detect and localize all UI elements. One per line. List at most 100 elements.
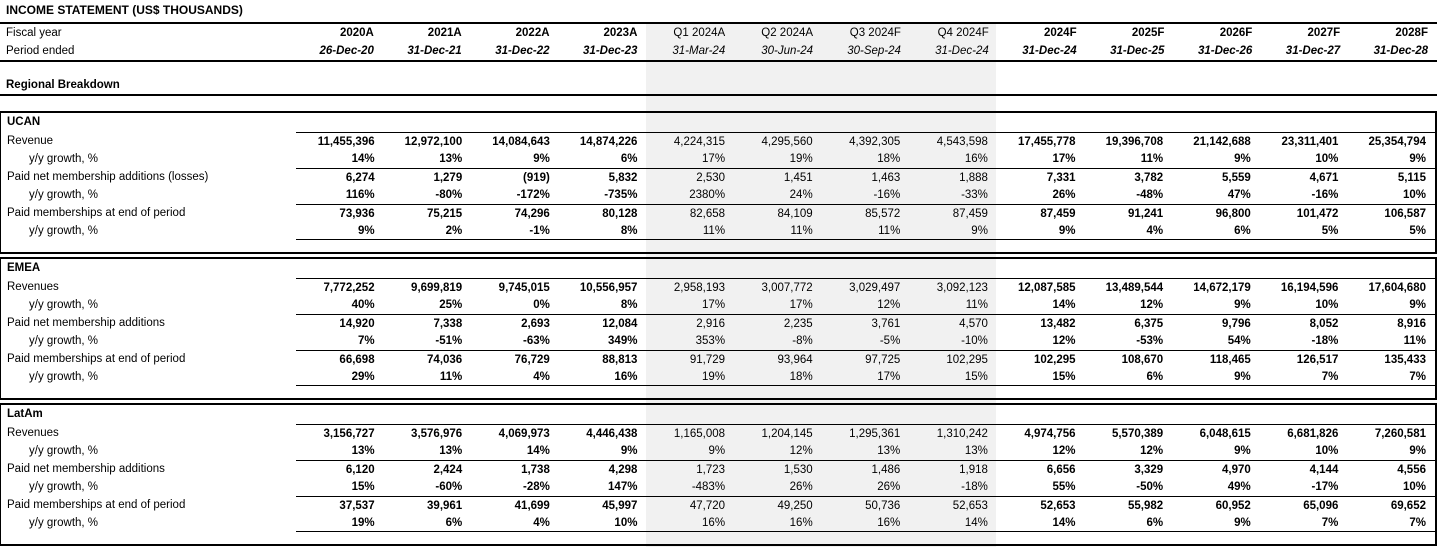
data-cell: 17,455,778: [996, 132, 1085, 150]
data-cell: 5,570,389: [1084, 424, 1173, 442]
data-cell: 9%: [1409, 153, 1426, 165]
spacer: [0, 96, 1437, 111]
data-cell: 49,250: [734, 496, 822, 514]
period-header-5: 30-Jun-24: [761, 45, 814, 57]
data-cell: 11,455,396: [296, 132, 384, 150]
data-cell: 12,972,100: [383, 132, 472, 150]
data-cell: 3,029,497: [821, 278, 910, 296]
data-cell: 1,888: [909, 168, 997, 186]
data-cell: 2,424: [383, 460, 472, 478]
data-cell: 6,274: [296, 168, 384, 186]
data-cell: -80%: [435, 189, 463, 201]
column-header-10: 2026F: [1219, 27, 1253, 39]
data-cell: 8,916: [1347, 314, 1435, 332]
data-cell: 11%: [383, 368, 472, 386]
table-row: Paid net membership additions (losses) 6,…: [1, 168, 1435, 186]
data-cell: 102,295: [996, 350, 1085, 368]
table-row: Revenues 7,772,252 9,699,819 9,745,015 10,55…: [1, 278, 1435, 296]
data-cell: 9%: [533, 153, 550, 165]
data-cell: 147%: [608, 481, 638, 493]
data-cell: 9%: [296, 222, 384, 240]
data-cell: 12,087,585: [996, 278, 1085, 296]
data-cell: 3,576,976: [383, 424, 472, 442]
table-row: y/y growth, % 9% 2% -1% 8% 11% 11% 11% 9% 9% 4% 6% 5…: [1, 222, 1435, 240]
data-cell: 19,396,708: [1084, 132, 1173, 150]
data-cell: 5,832: [558, 168, 647, 186]
row-label: Revenue: [7, 135, 54, 147]
column-header-4: Q1 2024A: [673, 27, 726, 39]
data-cell: 1,310,242: [909, 424, 997, 442]
data-cell: -735%: [604, 189, 638, 201]
data-cell: 14,874,226: [558, 132, 647, 150]
period-ended-row: Period ended 26-Dec-20 31-Dec-21 31-Dec-22…: [0, 42, 1437, 60]
period-header-12: 31-Dec-28: [1373, 45, 1428, 57]
data-cell: 73,936: [296, 204, 384, 222]
data-cell: -18%: [1311, 335, 1339, 347]
data-cell: 9%: [1409, 445, 1426, 457]
data-cell: -5%: [879, 335, 901, 347]
data-cell: 25%: [439, 299, 463, 311]
data-cell: -28%: [522, 481, 550, 493]
data-cell: 3,761: [821, 314, 910, 332]
data-cell: 11%: [1140, 153, 1164, 165]
data-cell: 18%: [734, 368, 822, 386]
table-row: Revenue 11,455,396 12,972,100 14,084,643 14,…: [1, 132, 1435, 150]
data-cell: 9%: [909, 222, 997, 240]
column-header-6: Q3 2024F: [849, 27, 901, 39]
row-label: y/y growth, %: [29, 189, 99, 201]
data-cell: 12%: [1052, 335, 1076, 347]
data-cell: 4%: [471, 514, 559, 532]
data-cell: 8%: [620, 299, 638, 311]
data-cell: 6%: [1172, 222, 1260, 240]
data-cell: 9,745,015: [471, 278, 559, 296]
period-header-10: 31-Dec-26: [1197, 45, 1253, 57]
data-cell: 1,738: [471, 460, 559, 478]
row-label: y/y growth, %: [29, 517, 99, 529]
data-cell: 15%: [909, 368, 997, 386]
row-label: Revenues: [7, 427, 59, 439]
data-cell: 16,194,596: [1259, 278, 1348, 296]
data-cell: (919): [471, 168, 559, 186]
data-cell: 26%: [877, 481, 901, 493]
data-cell: 17%: [1052, 153, 1076, 165]
data-cell: 13%: [351, 445, 375, 457]
row-label: y/y growth, %: [29, 371, 99, 383]
data-cell: 45,997: [558, 496, 647, 514]
data-cell: 118,465: [1172, 350, 1260, 368]
data-cell: 37,537: [296, 496, 384, 514]
data-cell: 7,772,252: [296, 278, 384, 296]
sheet-title: INCOME STATEMENT (US$ THOUSANDS): [0, 0, 1437, 24]
spacer: [0, 62, 1437, 78]
data-cell: 7,260,581: [1347, 424, 1435, 442]
row-label: Paid memberships at end of period: [7, 207, 186, 219]
data-cell: 3,007,772: [734, 278, 822, 296]
blank-row: [1, 386, 1435, 398]
data-cell: 17%: [821, 368, 910, 386]
row-label: y/y growth, %: [29, 445, 99, 457]
data-cell: 16%: [821, 514, 910, 532]
row-label: Revenues: [7, 281, 59, 293]
data-cell: 126,517: [1259, 350, 1348, 368]
period-header-4: 31-Mar-24: [672, 45, 726, 57]
data-cell: 15%: [996, 368, 1085, 386]
table-row: y/y growth, % 14% 13% 9% 6% 17% 19% 18% 16% 17% 11…: [1, 150, 1435, 168]
data-cell: 39,961: [383, 496, 472, 514]
data-cell: 1,451: [734, 168, 822, 186]
data-cell: 17,604,680: [1347, 278, 1435, 296]
data-cell: 7%: [357, 335, 375, 347]
column-header-1: 2021A: [427, 27, 462, 39]
data-cell: -16%: [1311, 189, 1339, 201]
data-cell: 18%: [877, 153, 901, 165]
data-cell: 17%: [702, 153, 726, 165]
period-header-2: 31-Dec-22: [495, 45, 550, 57]
data-cell: 1,530: [734, 460, 822, 478]
data-cell: 55%: [1052, 481, 1076, 493]
data-cell: 82,658: [646, 204, 735, 222]
data-cell: -48%: [1136, 189, 1164, 201]
data-cell: 101,472: [1259, 204, 1348, 222]
data-cell: 6,120: [296, 460, 384, 478]
column-header-0: 2020A: [339, 27, 374, 39]
data-cell: 2380%: [689, 189, 726, 201]
data-cell: 2,693: [471, 314, 559, 332]
period-ended-label: Period ended: [6, 45, 75, 57]
